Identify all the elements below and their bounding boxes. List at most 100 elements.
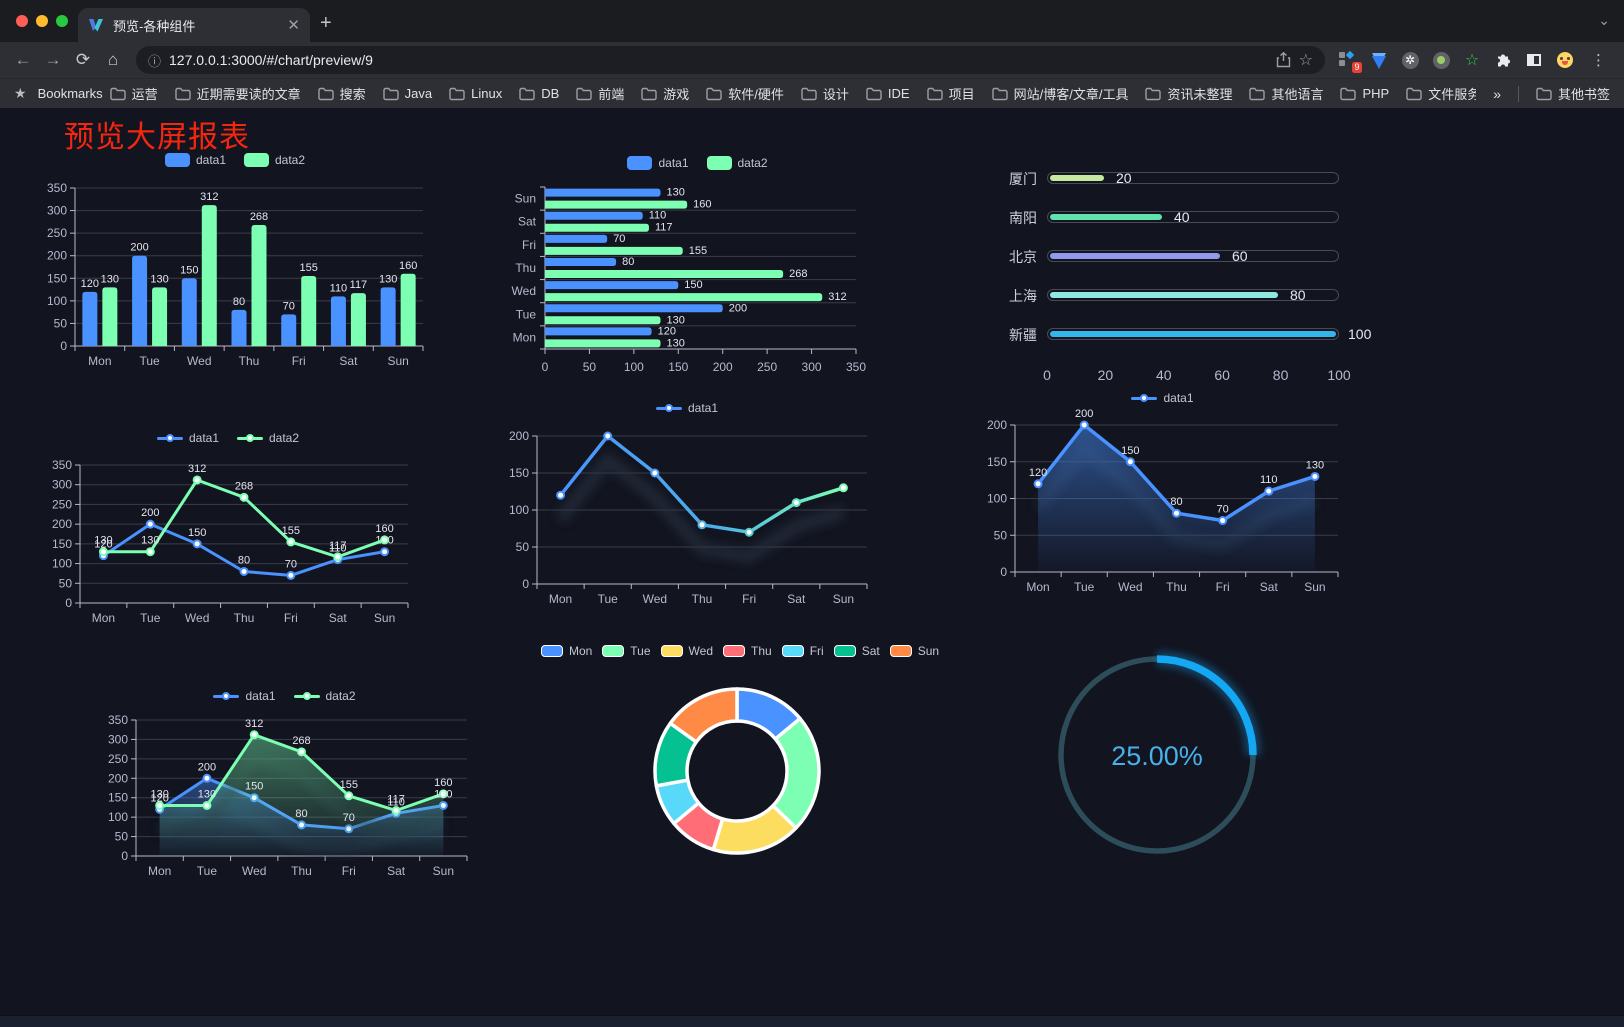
legend-item[interactable]: Sun [889,644,939,658]
chart-bar-horizontal[interactable]: data1 data2 0 50 100 150 200 250 300 350 Sun Sat Fri… [505,153,890,375]
emoji-extension-icon[interactable] [1556,51,1574,69]
svg-text:Thu: Thu [1166,580,1187,594]
site-info-icon[interactable]: ⓘ [148,53,162,69]
svg-text:200: 200 [130,242,148,254]
bookmarks-overflow-chevron[interactable]: » [1493,85,1501,102]
svg-text:Fri: Fri [292,354,306,368]
tab-search-chevron-icon[interactable]: ⌄ [1598,12,1610,28]
bookmark-folder[interactable]: 设计 [801,84,849,103]
bookmark-folder[interactable]: 网站/博客/文章/工具 [991,84,1128,103]
legend-item[interactable]: data2 [237,431,299,445]
bookmark-star-icon[interactable]: ☆ [1298,52,1313,69]
legend-item[interactable]: data2 [293,689,356,703]
reload-button[interactable]: ⟳ [75,50,91,69]
bookmark-folder[interactable]: Java [382,86,432,101]
bookmark-folder[interactable]: 搜索 [317,84,366,103]
legend-item[interactable]: data1 [1131,391,1194,405]
svg-text:200: 200 [108,771,128,785]
other-bookmarks-folder[interactable]: 其他书签 [1536,84,1610,103]
svg-text:130: 130 [667,337,685,349]
chart-line-two-series[interactable]: data1 data2 0 50 100 150 200 250 300 350 Mon Tue Wed… [38,428,418,638]
legend-item[interactable]: data2 [706,156,768,170]
sidebar-toggle-icon[interactable] [1525,51,1543,69]
progress-row[interactable]: 上海 80 [995,287,1355,304]
folder-icon [382,87,399,100]
chart-area-two-series[interactable]: data1 data2 0 50 100 150 200 250 300 350 Mon Tue We… [92,678,477,890]
bookmark-folder[interactable]: 运营 [109,84,158,103]
zoom-window-button[interactable] [56,15,68,27]
chart-area-single[interactable]: data1 0 50 100 150 200 Mon Tue Wed Thu Fri Sat Sun 1… [975,388,1350,596]
legend-item[interactable]: Tue [602,644,651,658]
chart-line-gradient[interactable]: data1 0 50 100 150 200 Mon Tue Wed Thu Fri Sat Sun [497,398,877,606]
legend-item[interactable]: data2 [244,153,305,167]
tab-close-icon[interactable]: ✕ [287,17,300,34]
bookmark-folder[interactable]: 游戏 [641,84,689,103]
bookmark-folder[interactable]: 近期需要读的文章 [174,84,301,103]
progress-row[interactable]: 新疆 100 [995,326,1371,343]
new-tab-button[interactable]: + [320,12,332,34]
bookmark-folder[interactable]: DB [519,86,559,101]
window-bottom-edge [0,1015,1624,1027]
bookmark-folder[interactable]: 资讯未整理 [1145,84,1232,103]
svg-text:130: 130 [101,273,119,285]
bookmark-folder[interactable]: PHP [1340,86,1389,101]
legend-item[interactable]: Mon [540,644,592,658]
chart-gauge[interactable]: 25.00% [1040,627,1280,881]
address-bar[interactable]: ⓘ 127.0.0.1:3000/#/chart/preview/9 ☆ [136,46,1325,74]
svg-text:Thu: Thu [291,864,312,878]
extension-command-icon[interactable]: ✲ [1401,51,1419,69]
svg-text:Mon: Mon [148,864,171,878]
bookmarks-label[interactable]: Bookmarks [37,86,103,101]
browser-tab[interactable]: 预览-各种组件 ✕ [78,8,310,42]
bookmark-label: DB [541,86,560,101]
chart-bar-vertical[interactable]: data1 data2 0 50 100 150 200 250 300 350 Mon Tue Wed… [35,150,435,372]
svg-text:300: 300 [47,204,67,218]
legend-item[interactable]: Wed [660,644,713,658]
bookmark-folder[interactable]: 文件服务器 [1406,84,1476,103]
bookmark-folder[interactable]: Linux [449,86,502,101]
bookmark-folder[interactable]: 前端 [576,84,624,103]
extensions-puzzle-icon[interactable] [1494,51,1512,69]
share-icon[interactable] [1276,52,1291,68]
extension-grid-icon[interactable]: 9 [1339,50,1362,73]
legend-item[interactable]: data1 [156,431,219,445]
legend-item[interactable]: Sat [833,644,880,658]
extension-green-star-icon[interactable]: ☆ [1464,52,1480,69]
svg-text:120: 120 [1029,467,1047,479]
bookmark-folder[interactable]: 其他语言 [1249,84,1323,103]
progress-value: 20 [1116,170,1132,186]
bookmark-folder[interactable]: 项目 [926,84,975,103]
svg-text:Wed: Wed [242,864,266,878]
close-window-button[interactable] [16,15,28,27]
minimize-window-button[interactable] [36,15,48,27]
legend-item[interactable]: data1 [164,153,226,167]
url-text[interactable]: 127.0.0.1:3000/#/chart/preview/9 [169,52,373,68]
legend-item[interactable]: data1 [627,156,689,170]
folder-icon [1145,87,1162,100]
bookmark-folder[interactable]: 软件/硬件 [706,84,784,103]
progress-row[interactable]: 北京 60 [995,248,1355,265]
chart-legend: data1 data2 [38,428,418,448]
progress-row[interactable]: 厦门 20 [995,170,1355,187]
browser-menu-icon[interactable]: ⋮ [1591,52,1606,69]
bookmark-folder[interactable]: IDE [866,86,910,101]
progress-row[interactable]: 南阳 40 [995,209,1355,226]
svg-text:155: 155 [340,779,358,791]
back-button[interactable]: ← [14,50,32,69]
legend-item[interactable]: Fri [781,644,824,658]
legend-item[interactable]: data1 [213,689,276,703]
legend-item[interactable]: data1 [655,401,718,415]
progress-value: 60 [1232,248,1248,264]
extension-green-dot-icon[interactable] [1432,51,1450,69]
chart-doughnut[interactable]: Mon Tue Wed Thu Fri Sat Sun [540,641,939,870]
bookmarks-star-icon[interactable]: ★ [14,85,27,101]
home-button[interactable]: ⌂ [107,50,119,69]
forward-button[interactable]: → [44,50,62,69]
svg-text:70: 70 [613,233,625,245]
chart-progress-bars[interactable]: 厦门 20 南阳 40 北京 60 上海 80 [995,158,1371,398]
svg-text:80: 80 [233,296,245,308]
extension-gem-icon[interactable] [1370,51,1388,69]
svg-text:155: 155 [282,525,300,537]
legend-item[interactable]: Thu [723,644,772,658]
